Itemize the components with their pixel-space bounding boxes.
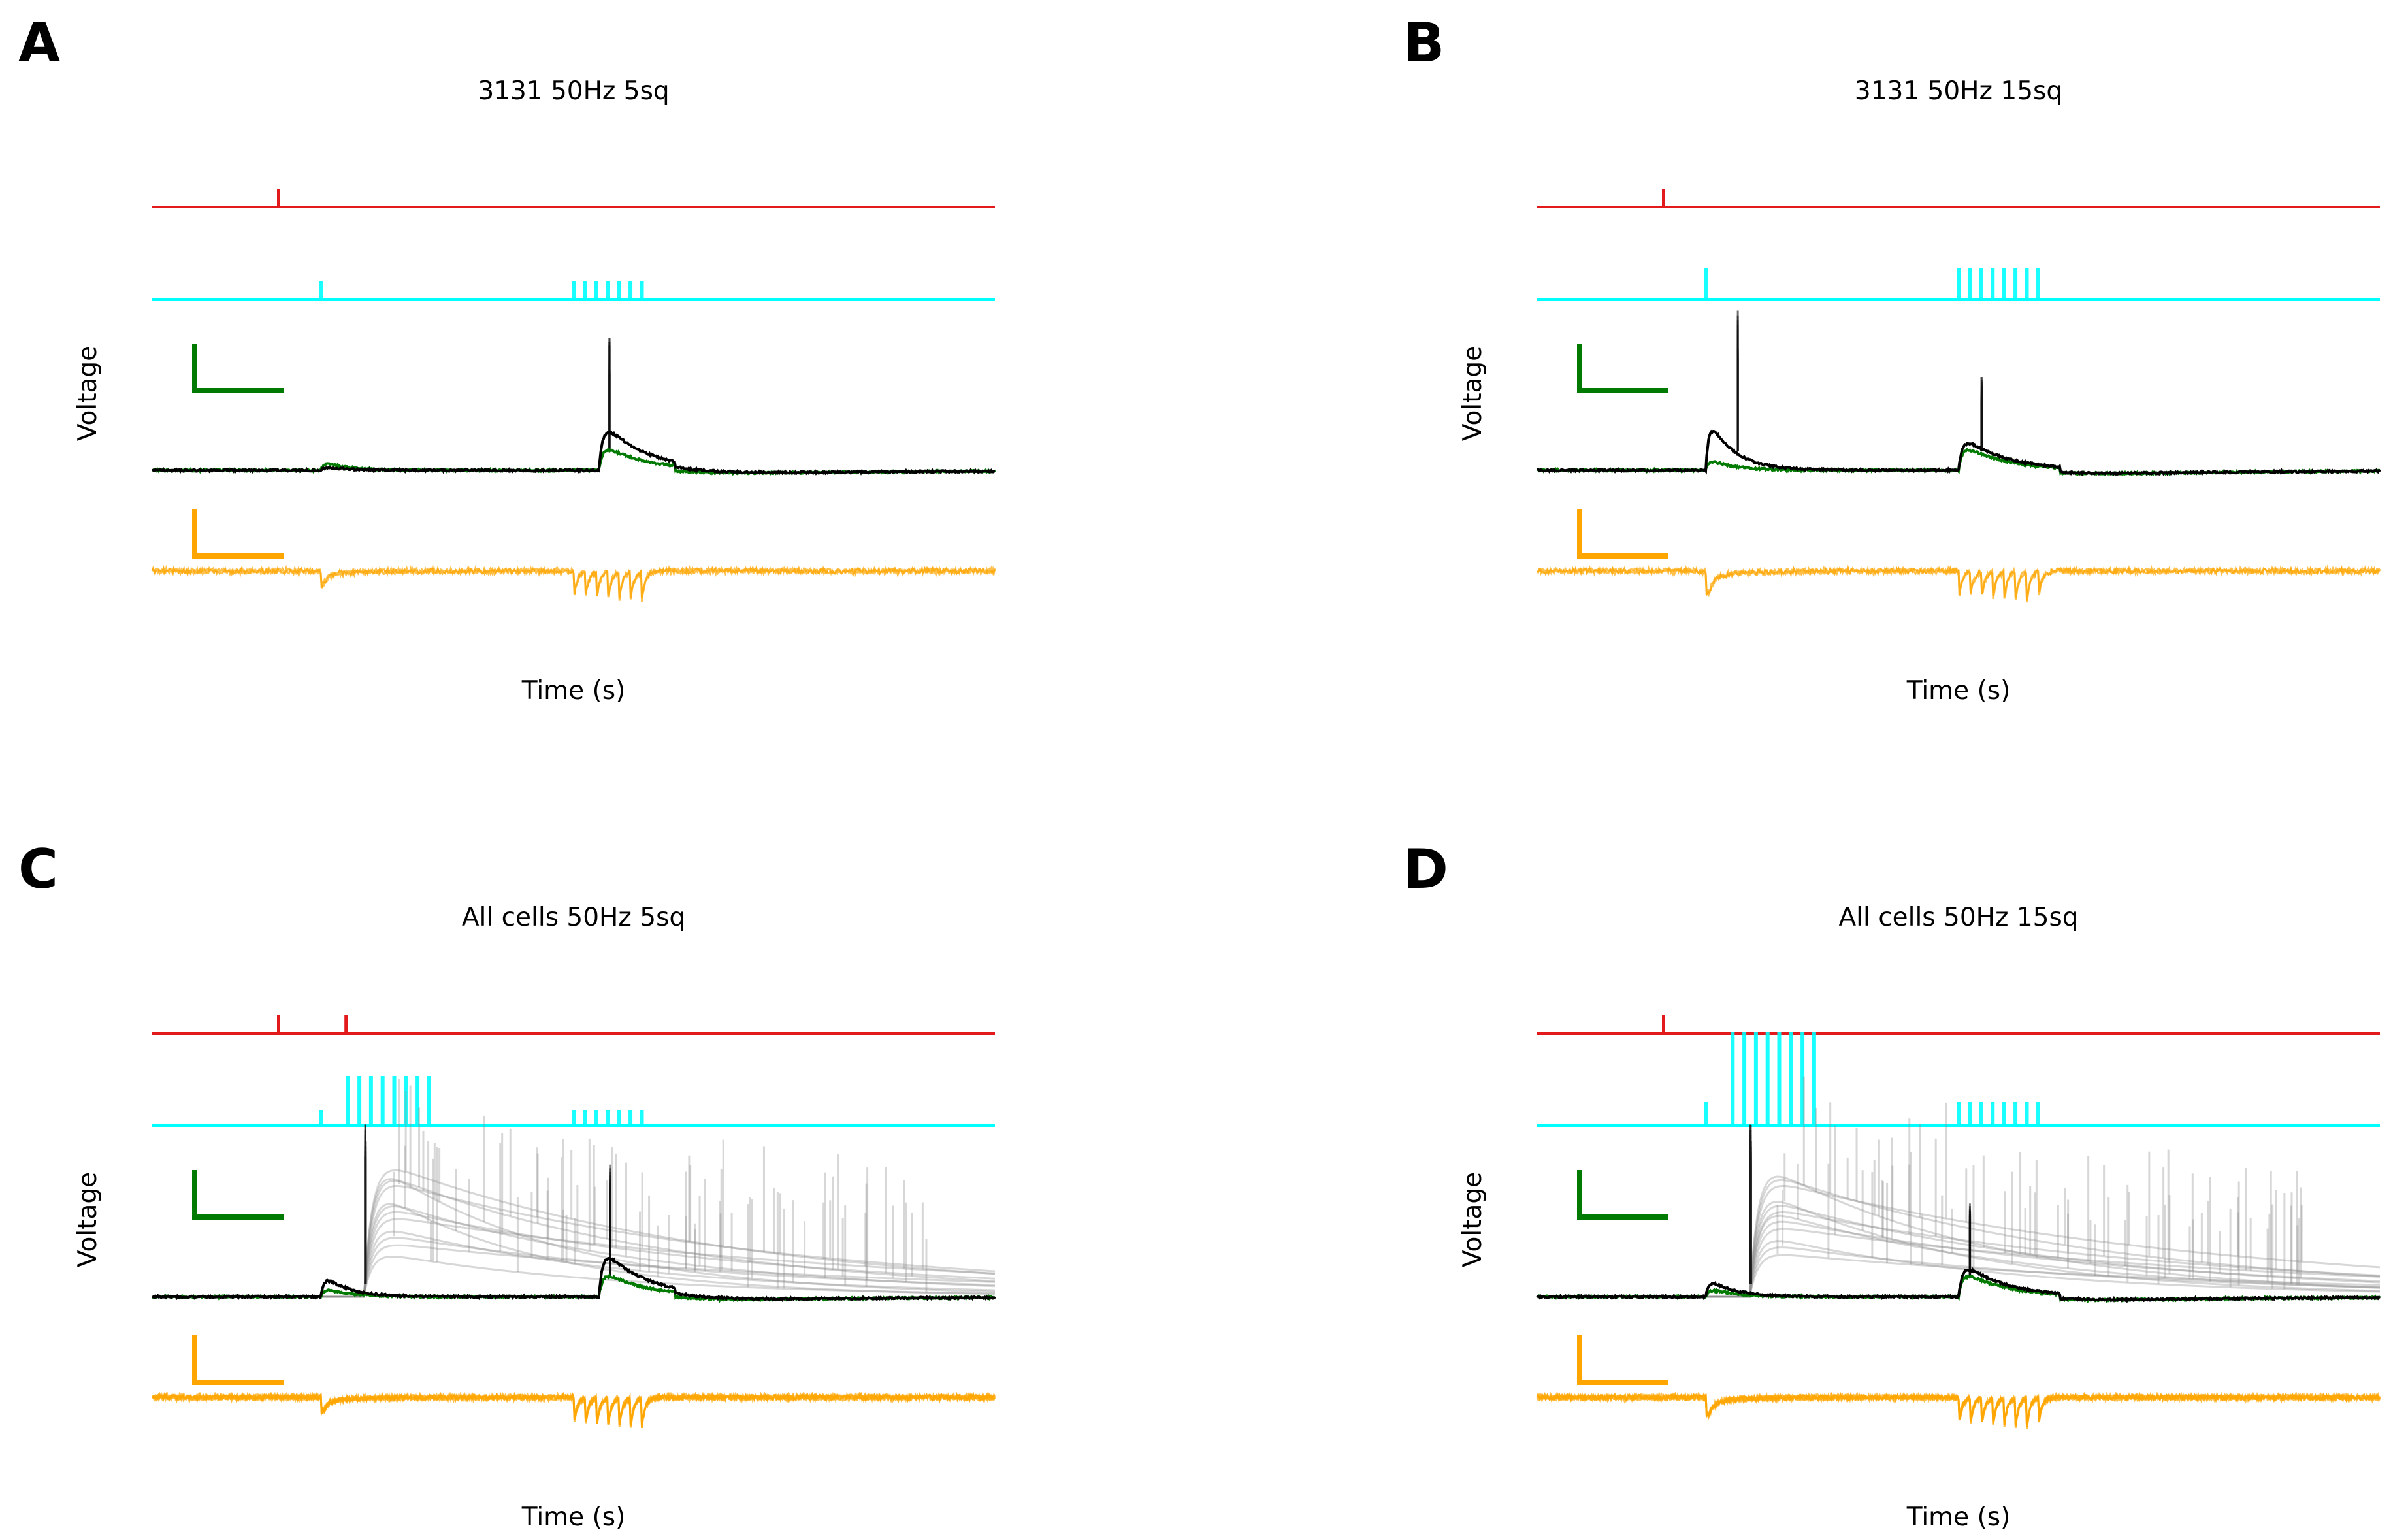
panel-b: B 3131 50Hz 15sq Time (s) Voltage	[1403, 11, 2381, 706]
optical-pulse	[628, 1110, 633, 1126]
optical-pulse	[1979, 268, 1983, 299]
x-axis-label: Time (s)	[521, 676, 626, 706]
voltage-mean-trace	[1537, 429, 2381, 477]
optical-pulse	[415, 1076, 420, 1126]
optical-pulse	[1968, 268, 1972, 299]
optical-pulse	[594, 1110, 598, 1126]
current-trace	[1536, 1391, 2381, 1427]
voltage-trial-trace	[1537, 1175, 2380, 1298]
optical-pulse	[2025, 1102, 2029, 1126]
current-trace	[152, 1391, 996, 1429]
optical-pulse	[606, 281, 610, 299]
voltage-scale-bar	[1577, 1170, 1668, 1220]
panel-letter: C	[18, 838, 58, 901]
current-trace	[1536, 564, 2381, 601]
panel-a: A 3131 50Hz 5sq Time (s) Voltage	[18, 11, 996, 706]
optical-pulse	[1777, 1032, 1782, 1126]
optical-pulse	[2013, 1102, 2018, 1126]
optical-pulse	[594, 281, 598, 299]
optical-pulse	[1957, 1102, 1961, 1126]
optical-pulse	[1753, 1032, 1758, 1126]
optical-pulse	[2036, 1102, 2040, 1126]
voltage-trial-trace	[1537, 1214, 2380, 1298]
y-axis-label: Voltage	[73, 1172, 103, 1267]
current-scale-bar	[192, 509, 284, 559]
optical-pulse	[357, 1076, 362, 1126]
optical-pulse	[628, 281, 633, 299]
optical-pulse	[617, 281, 621, 299]
current-trace	[151, 564, 996, 602]
optical-pulse	[640, 281, 644, 299]
x-axis-label: Time (s)	[1906, 676, 2011, 706]
chart-title: 3131 50Hz 15sq	[1855, 76, 2062, 106]
optical-pulse	[1765, 1032, 1770, 1126]
optical-pulse	[1991, 1102, 1995, 1126]
panel-c: C All cells 50Hz 5sq Time (s) Voltage	[18, 838, 996, 1530]
optical-pulse	[2002, 1102, 2006, 1126]
x-axis-label: Time (s)	[1906, 1503, 2011, 1530]
current-scale-bar	[192, 1335, 284, 1385]
optical-pulse	[2013, 268, 2018, 299]
voltage-trial-trace	[1537, 1179, 2381, 1298]
optical-pulse	[572, 281, 576, 299]
optical-pulse	[346, 1076, 350, 1126]
optical-pulse	[1968, 1102, 1972, 1126]
chart-title: All cells 50Hz 5sq	[462, 903, 685, 932]
voltage-mean-trace	[1536, 1267, 2381, 1303]
optical-pulse	[572, 1110, 576, 1126]
optical-pulse	[617, 1110, 621, 1126]
voltage-scale-bar	[192, 1170, 284, 1220]
optical-pulse	[1979, 1102, 1983, 1126]
y-axis-label: Voltage	[1458, 1172, 1488, 1267]
optical-pulse	[392, 1076, 397, 1126]
optical-pulse	[1742, 1032, 1747, 1126]
chart-title: 3131 50Hz 5sq	[478, 76, 669, 106]
panel-letter: D	[1403, 838, 1448, 901]
optical-pulse	[1800, 1032, 1805, 1126]
optical-pulse	[640, 1110, 644, 1126]
optical-pulse	[1957, 268, 1961, 299]
optical-pulse	[319, 281, 323, 299]
voltage-mean-trace	[152, 1256, 996, 1303]
optical-pulse	[1731, 1032, 1735, 1126]
optical-pulse	[2036, 268, 2040, 299]
optical-pulse	[368, 1076, 373, 1126]
optical-pulse	[1704, 268, 1708, 299]
voltage-scale-bar	[192, 344, 284, 393]
y-axis-label: Voltage	[73, 346, 103, 441]
voltage-mean-trace	[151, 429, 996, 476]
panel-letter: A	[18, 11, 60, 74]
current-scale-bar	[1577, 509, 1668, 559]
optical-pulse	[1789, 1032, 1793, 1126]
optical-pulse	[1812, 1032, 1816, 1126]
x-axis-label: Time (s)	[521, 1503, 626, 1530]
optical-pulse	[404, 1076, 408, 1126]
optical-pulse	[319, 1110, 323, 1126]
y-axis-label: Voltage	[1458, 346, 1488, 441]
optical-pulse	[1704, 1102, 1708, 1126]
optical-pulse	[583, 1110, 587, 1126]
optical-pulse	[1991, 268, 1995, 299]
optical-pulse	[2025, 268, 2029, 299]
optical-pulse	[2002, 268, 2006, 299]
optical-pulse	[427, 1076, 431, 1126]
chart-title: All cells 50Hz 15sq	[1838, 903, 2078, 932]
current-scale-bar	[1577, 1335, 1668, 1385]
voltage-scale-bar	[1577, 344, 1668, 393]
panel-d: D All cells 50Hz 15sq Time (s) Voltage	[1403, 838, 2381, 1530]
panel-letter: B	[1403, 11, 1444, 74]
optical-pulse	[583, 281, 587, 299]
optical-pulse	[606, 1110, 610, 1126]
optical-pulse	[380, 1076, 385, 1126]
